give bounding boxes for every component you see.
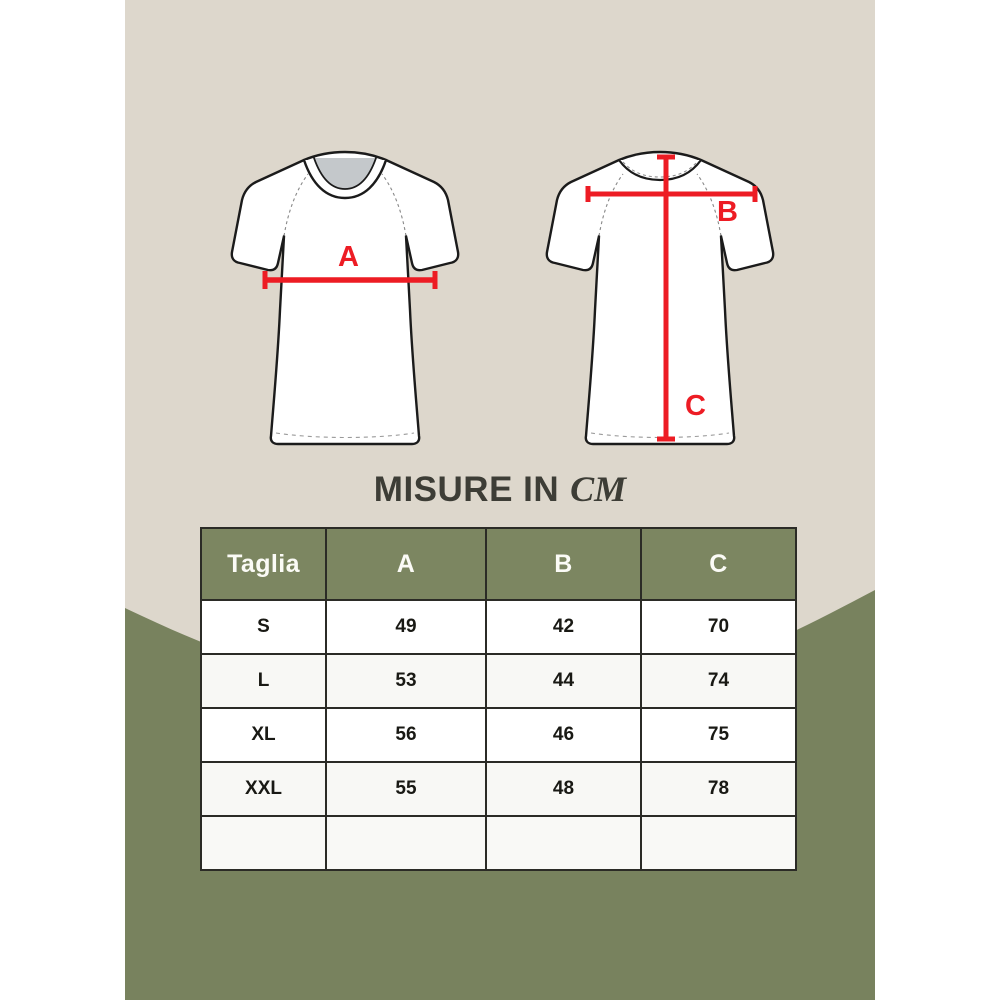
cell-a: 55 <box>325 761 487 817</box>
cell-b: 48 <box>485 761 642 817</box>
cell-a <box>325 815 487 871</box>
cell-size: S <box>200 599 327 655</box>
cell-size: L <box>200 653 327 709</box>
table-row-empty <box>200 815 797 871</box>
measure-line-a <box>262 271 438 289</box>
cell-c: 74 <box>640 653 797 709</box>
title-main-text: MISURE IN <box>373 470 560 509</box>
measure-line-c <box>657 154 675 442</box>
cell-c: 75 <box>640 707 797 763</box>
tshirt-back-illustration: B C <box>545 140 775 455</box>
title-unit-text: CM <box>570 469 627 509</box>
measure-label-b: B <box>717 196 738 228</box>
cell-size: XL <box>200 707 327 763</box>
tshirt-back-svg <box>545 150 775 446</box>
cell-b <box>485 815 642 871</box>
cell-c <box>640 815 797 871</box>
cell-size: XXL <box>200 761 327 817</box>
header-c: C <box>640 527 797 601</box>
cell-a: 49 <box>325 599 487 655</box>
table-row: L 53 44 74 <box>200 653 797 709</box>
cell-c: 78 <box>640 761 797 817</box>
measure-label-a: A <box>338 241 359 273</box>
table-header-row: Taglia A B C <box>200 527 797 601</box>
table-row: S 49 42 70 <box>200 599 797 655</box>
cell-c: 70 <box>640 599 797 655</box>
cell-b: 42 <box>485 599 642 655</box>
table-row: XL 56 46 75 <box>200 707 797 763</box>
tshirt-front-svg <box>230 150 460 446</box>
content-panel: A B <box>125 0 875 1000</box>
header-b: B <box>485 527 642 601</box>
table-row: XXL 55 48 78 <box>200 761 797 817</box>
tshirt-front-illustration: A <box>230 140 460 455</box>
cell-a: 56 <box>325 707 487 763</box>
cell-b: 46 <box>485 707 642 763</box>
measure-line-b <box>585 186 758 202</box>
chart-title: MISURE IN CM <box>125 468 875 510</box>
cell-b: 44 <box>485 653 642 709</box>
header-taglia: Taglia <box>200 527 327 601</box>
cell-a: 53 <box>325 653 487 709</box>
header-a: A <box>325 527 487 601</box>
cell-size <box>200 815 327 871</box>
measure-label-c: C <box>685 390 706 422</box>
size-table: Taglia A B C S 49 42 70 L 53 44 74 <box>200 527 797 871</box>
